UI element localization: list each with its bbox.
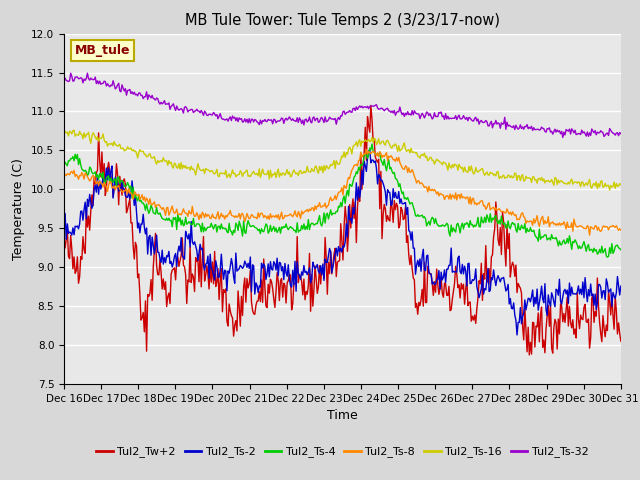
Tul2_Ts-2 [362,163,369,168]
Y-axis label: Temperature (C): Temperature (C) [12,158,26,260]
Tul2_Ts-16 [326,165,333,170]
Tul2_Ts-32 [60,76,68,82]
Line: Tul2_Ts-2: Tul2_Ts-2 [64,150,621,335]
Tul2_Tw+2 [518,290,525,296]
Legend: Tul2_Tw+2, Tul2_Ts-2, Tul2_Ts-4, Tul2_Ts-8, Tul2_Ts-16, Tul2_Ts-32: Tul2_Tw+2, Tul2_Ts-2, Tul2_Ts-4, Tul2_Ts… [92,442,593,462]
Tul2_Ts-32 [329,116,337,122]
Tul2_Ts-2 [324,252,332,258]
Tul2_Ts-4 [324,216,332,222]
Tul2_Ts-8 [586,232,593,238]
Tul2_Ts-32 [362,105,370,110]
Line: Tul2_Ts-4: Tul2_Ts-4 [64,144,621,257]
Tul2_Ts-2 [513,332,521,338]
Tul2_Ts-2 [328,270,335,276]
Tul2_Ts-32 [84,70,92,76]
Tul2_Tw+2 [617,338,625,344]
Tul2_Ts-4 [617,247,625,252]
Tul2_Ts-8 [518,211,525,216]
Tul2_Ts-8 [60,169,68,175]
Tul2_Ts-4 [518,222,525,228]
Tul2_Ts-2 [393,195,401,201]
Tul2_Ts-4 [368,141,376,147]
Line: Tul2_Tw+2: Tul2_Tw+2 [64,106,621,355]
Tul2_Tw+2 [606,299,614,305]
Tul2_Tw+2 [362,124,369,130]
Tul2_Ts-4 [393,176,401,182]
Tul2_Ts-16 [617,182,625,188]
Tul2_Ts-4 [606,245,614,251]
Tul2_Ts-8 [324,203,332,208]
Tul2_Ts-2 [606,288,614,293]
Tul2_Ts-32 [617,131,625,136]
Tul2_Ts-16 [70,127,78,133]
Tul2_Ts-2 [366,147,374,153]
Text: MB_tule: MB_tule [75,44,131,57]
Tul2_Tw+2 [328,271,335,277]
Tul2_Ts-32 [393,110,401,116]
Tul2_Ts-16 [362,139,370,144]
Tul2_Ts-16 [393,143,401,149]
Tul2_Ts-2 [60,218,68,224]
Tul2_Ts-16 [518,173,525,179]
Tul2_Ts-2 [519,314,527,320]
Tul2_Ts-32 [559,134,566,140]
Tul2_Ts-16 [605,182,612,188]
Title: MB Tule Tower: Tule Temps 2 (3/23/17-now): MB Tule Tower: Tule Temps 2 (3/23/17-now… [185,13,500,28]
Tul2_Ts-2 [617,283,625,289]
Tul2_Ts-8 [362,151,369,157]
Tul2_Tw+2 [324,260,332,265]
Tul2_Ts-8 [328,198,335,204]
Tul2_Ts-4 [362,152,369,157]
Tul2_Tw+2 [393,201,401,206]
Tul2_Ts-4 [328,212,335,218]
X-axis label: Time: Time [327,409,358,422]
Tul2_Ts-32 [326,114,333,120]
Tul2_Tw+2 [525,352,533,358]
Tul2_Ts-16 [606,187,614,193]
Tul2_Ts-32 [518,126,525,132]
Tul2_Ts-4 [60,159,68,165]
Line: Tul2_Ts-8: Tul2_Ts-8 [64,149,621,235]
Tul2_Tw+2 [60,234,68,240]
Tul2_Ts-8 [617,227,625,233]
Tul2_Ts-16 [329,161,337,167]
Tul2_Tw+2 [367,103,374,108]
Tul2_Ts-8 [606,224,614,230]
Tul2_Ts-8 [362,146,370,152]
Line: Tul2_Ts-32: Tul2_Ts-32 [64,73,621,137]
Tul2_Ts-16 [60,130,68,135]
Tul2_Ts-8 [393,155,401,161]
Line: Tul2_Ts-16: Tul2_Ts-16 [64,130,621,190]
Tul2_Ts-4 [604,254,611,260]
Tul2_Ts-32 [606,126,614,132]
